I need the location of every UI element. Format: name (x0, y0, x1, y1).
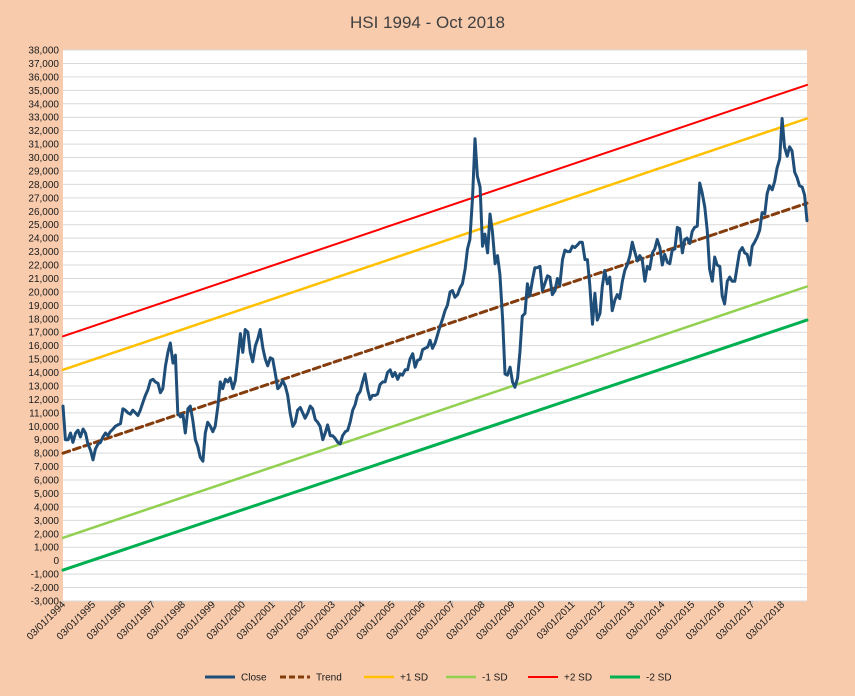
y-tick-label: 4,000 (34, 502, 59, 513)
y-tick-label: 22,000 (28, 261, 59, 272)
y-tick-label: 35,000 (28, 86, 59, 97)
y-tick-label: 37,000 (28, 59, 59, 70)
series-line-minus-2sd (61, 318, 809, 572)
y-tick-label: 18,000 (28, 314, 59, 325)
legend-label-plusminus-1sd: +1 SD (400, 673, 428, 684)
y-tick-label: 25,000 (28, 220, 59, 231)
y-tick-label: 32,000 (28, 126, 59, 137)
y-tick-label: 11,000 (29, 408, 59, 419)
y-tick-label: 38,000 (28, 46, 59, 57)
y-tick-label: 7,000 (34, 462, 59, 473)
legend-label-close: Close (241, 673, 267, 684)
y-tick-label: 2,000 (34, 529, 59, 540)
y-tick-label: 17,000 (28, 328, 59, 339)
y-tick-label: 29,000 (28, 166, 59, 177)
y-tick-label: 26,000 (28, 207, 59, 218)
legend-label-minus-1sd: -1 SD (482, 673, 508, 684)
series-line-plusminus-2sd (62, 83, 808, 338)
plot-area (63, 50, 807, 601)
y-tick-label: 34,000 (28, 99, 59, 110)
legend-label-minus-2sd: -2 SD (646, 673, 672, 684)
legend-label-trend: Trend (316, 673, 342, 684)
y-tick-label: 20,000 (28, 287, 59, 298)
y-tick-label: 19,000 (28, 301, 59, 312)
x-axis: 03/01/199403/01/199503/01/199603/01/1997… (25, 599, 788, 642)
y-tick-label: 5,000 (34, 489, 59, 500)
y-tick-label: 1,000 (34, 543, 59, 554)
y-tick-label: 10,000 (28, 422, 59, 433)
y-tick-label: 12,000 (28, 395, 59, 406)
y-tick-label: 21,000 (28, 274, 59, 285)
y-tick-label: 8,000 (34, 449, 59, 460)
legend-label-plusminus-2sd: +2 SD (564, 673, 592, 684)
series-lines (61, 83, 809, 572)
y-tick-label: 24,000 (28, 234, 59, 245)
y-tick-label: 30,000 (28, 153, 59, 164)
y-tick-label: -3,000 (31, 597, 60, 608)
gridlines (63, 49, 807, 602)
y-tick-label: 33,000 (28, 113, 59, 124)
y-tick-label: 3,000 (34, 516, 59, 527)
y-tick-label: 36,000 (28, 72, 59, 83)
y-tick-label: 14,000 (28, 368, 59, 379)
y-tick-label: 15,000 (28, 355, 59, 366)
y-tick-label: 23,000 (28, 247, 59, 258)
y-axis: -3,000 -2,000 -1,000 0 1,000 2,000 3,000 4,000 5… (28, 46, 59, 608)
y-tick-label: 13,000 (28, 381, 59, 392)
y-tick-label: 0 (53, 556, 59, 567)
y-tick-label: -1,000 (31, 570, 60, 581)
y-tick-label: 9,000 (34, 435, 59, 446)
y-tick-label: 16,000 (28, 341, 59, 352)
chart-title: HSI 1994 - Oct 2018 (350, 13, 505, 32)
y-tick-label: 31,000 (28, 140, 59, 151)
y-tick-label: 6,000 (34, 476, 59, 487)
series-line-minus-1sd (61, 285, 809, 540)
series-line-plusminus-1sd (61, 117, 809, 372)
y-tick-label: -2,000 (31, 583, 60, 594)
legend: Close Trend +1 SD -1 SD +2 SD -2 SD (205, 673, 672, 684)
y-tick-label: 28,000 (28, 180, 59, 191)
y-tick-label: 27,000 (28, 193, 59, 204)
series-line-close (61, 117, 809, 463)
